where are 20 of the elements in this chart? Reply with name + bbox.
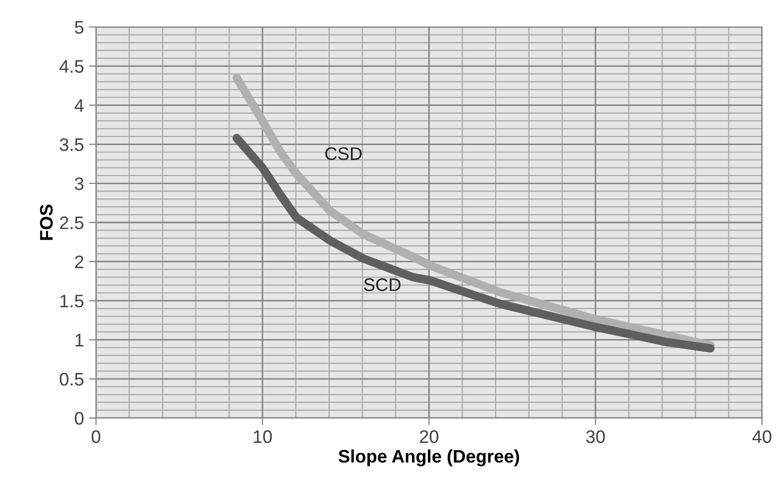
series-label: SCD xyxy=(364,278,400,292)
series-label: CSD xyxy=(325,147,362,160)
x-tick-label: 40 xyxy=(752,430,772,444)
y-tick-label: 3.5 xyxy=(60,138,84,152)
x-tick-label: 10 xyxy=(254,430,272,444)
y-tick-label: 1 xyxy=(76,334,84,346)
x-tick-label: 30 xyxy=(586,430,605,444)
y-tick-label: 0 xyxy=(74,412,84,425)
y-tick-label: 4 xyxy=(74,99,84,112)
y-tick-label: 5 xyxy=(74,21,84,34)
y-tick-label: 3 xyxy=(74,177,84,190)
y-tick-label: 0.5 xyxy=(60,372,84,386)
x-tick-label: 20 xyxy=(420,430,438,444)
y-tick-label: 1.5 xyxy=(60,294,84,308)
x-tick-label: 0 xyxy=(92,430,100,444)
y-axis-title: FOS xyxy=(40,204,53,240)
y-tick-label: 4.5 xyxy=(60,60,84,73)
y-tick-label: 2 xyxy=(75,256,84,268)
x-axis-title: Slope Angle (Degree) xyxy=(338,449,520,466)
y-tick-label: 2.5 xyxy=(60,216,84,230)
